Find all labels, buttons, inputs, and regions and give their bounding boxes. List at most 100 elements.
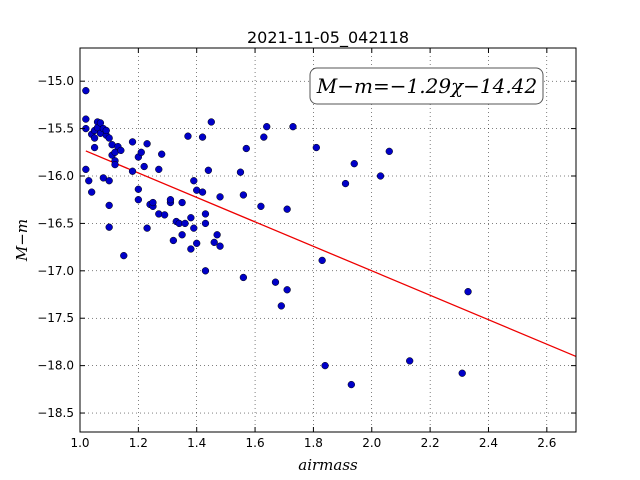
data-point xyxy=(239,191,248,199)
data-point xyxy=(198,133,207,141)
data-point xyxy=(143,140,151,148)
data-point xyxy=(312,143,320,152)
data-point xyxy=(117,146,125,155)
plot-frame xyxy=(79,47,577,433)
data-point xyxy=(198,188,207,196)
data-point xyxy=(277,302,285,310)
data-point xyxy=(210,238,218,247)
data-point xyxy=(193,239,201,247)
data-point xyxy=(128,167,137,175)
y-tick-label: −17.0 xyxy=(37,264,74,278)
data-point xyxy=(102,126,110,135)
data-point xyxy=(134,196,143,204)
equation-text: M−m=−1.29χ−14.42 xyxy=(316,74,537,98)
data-point xyxy=(201,267,210,275)
data-point xyxy=(96,119,105,127)
data-point xyxy=(187,214,195,222)
equation-box xyxy=(309,67,544,105)
data-point xyxy=(201,210,210,218)
data-point xyxy=(85,177,93,185)
y-tick-label: −17.5 xyxy=(37,311,74,325)
data-point xyxy=(263,123,271,131)
data-point xyxy=(120,251,128,260)
data-point xyxy=(190,177,198,185)
data-point xyxy=(260,133,268,141)
y-tick-label: −18.5 xyxy=(37,406,74,420)
data-point xyxy=(257,202,265,210)
data-point xyxy=(239,273,248,282)
y-tick-label: −16.5 xyxy=(37,216,74,230)
data-point xyxy=(155,165,163,174)
data-point xyxy=(376,172,385,180)
data-point xyxy=(105,177,113,185)
data-point xyxy=(82,115,90,123)
data-point xyxy=(134,185,143,193)
data-point xyxy=(178,198,186,207)
x-tick-label: 1.2 xyxy=(129,436,148,450)
data-point xyxy=(204,166,213,174)
x-tick-label: 2.6 xyxy=(537,436,556,450)
data-point xyxy=(406,357,414,365)
x-tick-label: 1.4 xyxy=(187,436,206,450)
data-point xyxy=(169,236,178,245)
data-point xyxy=(201,219,210,228)
y-tick-label: −15.5 xyxy=(37,122,74,136)
data-point xyxy=(82,165,90,174)
fit-line xyxy=(85,150,577,358)
data-point xyxy=(216,242,224,250)
data-point xyxy=(187,245,195,253)
data-point xyxy=(166,196,175,204)
data-point xyxy=(321,361,329,370)
data-point xyxy=(111,160,119,169)
data-point xyxy=(464,288,472,296)
ticks: 1.0 1.2 1.4 1.6 1.8 2.0 2.2 2.4 2.6 −15.0 −15.5 −16… xyxy=(37,48,576,450)
chart-title: 2021-11-05_042118 xyxy=(247,28,409,48)
data-point xyxy=(283,286,291,294)
x-tick-label: 2.0 xyxy=(362,436,381,450)
x-tick-label: 2.2 xyxy=(421,436,440,450)
data-point xyxy=(178,231,186,239)
data-point xyxy=(105,223,113,231)
data-point xyxy=(82,87,90,95)
data-point xyxy=(458,369,466,377)
data-point xyxy=(149,198,157,207)
data-point xyxy=(347,380,355,389)
data-point xyxy=(105,134,113,142)
x-tick-label: 1.8 xyxy=(304,436,323,450)
data-point xyxy=(236,168,245,176)
equation-annotation: M−m=−1.29χ−14.42 xyxy=(309,67,544,105)
data-point xyxy=(160,211,169,219)
data-point xyxy=(140,162,148,171)
data-point xyxy=(184,132,192,140)
data-point xyxy=(181,219,189,228)
data-point xyxy=(242,144,250,153)
x-axis-label: airmass xyxy=(298,456,358,474)
fit-line-layer xyxy=(85,150,577,358)
data-point xyxy=(190,224,198,232)
data-point xyxy=(289,123,297,131)
data-point xyxy=(88,188,96,196)
y-tick-label: −18.0 xyxy=(37,359,74,373)
data-point xyxy=(99,174,107,182)
data-point xyxy=(318,256,326,265)
data-points xyxy=(82,87,472,389)
x-tick-label: 2.4 xyxy=(479,436,498,450)
y-tick-label: −15.0 xyxy=(37,74,74,88)
data-point xyxy=(137,148,145,156)
y-tick-label: −16.0 xyxy=(37,169,74,183)
data-point xyxy=(350,160,358,168)
data-point xyxy=(128,138,137,146)
data-point xyxy=(271,278,280,286)
data-point xyxy=(143,224,151,232)
y-axis-label: M−m xyxy=(13,219,31,262)
data-point xyxy=(341,179,350,188)
data-point xyxy=(216,193,224,201)
data-point xyxy=(158,150,166,158)
data-point xyxy=(90,134,99,142)
data-point xyxy=(385,147,393,155)
data-point xyxy=(105,201,113,210)
x-tick-label: 1.6 xyxy=(246,436,265,450)
data-point xyxy=(90,143,99,152)
data-point xyxy=(213,231,221,239)
